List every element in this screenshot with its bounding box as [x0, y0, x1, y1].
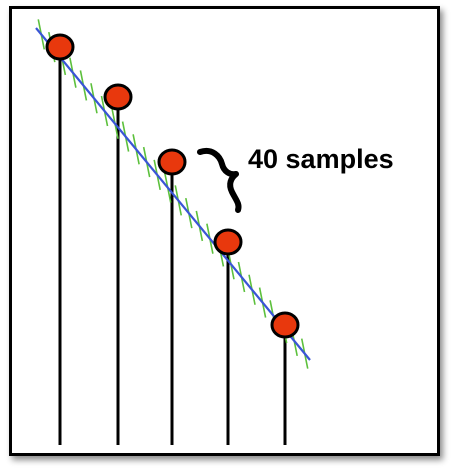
sample-marker-5 [270, 311, 300, 339]
continuous-signal-line [35, 27, 311, 361]
sample-marker-1 [45, 33, 75, 61]
sample-marker-4 [213, 228, 243, 256]
sample-marker-3 [157, 148, 187, 176]
sample-stems [58, 47, 287, 445]
sample-markers [45, 33, 300, 339]
curly-brace-icon [197, 148, 242, 213]
samples-label: 40 samples [248, 144, 394, 174]
sample-marker-2 [103, 83, 133, 111]
